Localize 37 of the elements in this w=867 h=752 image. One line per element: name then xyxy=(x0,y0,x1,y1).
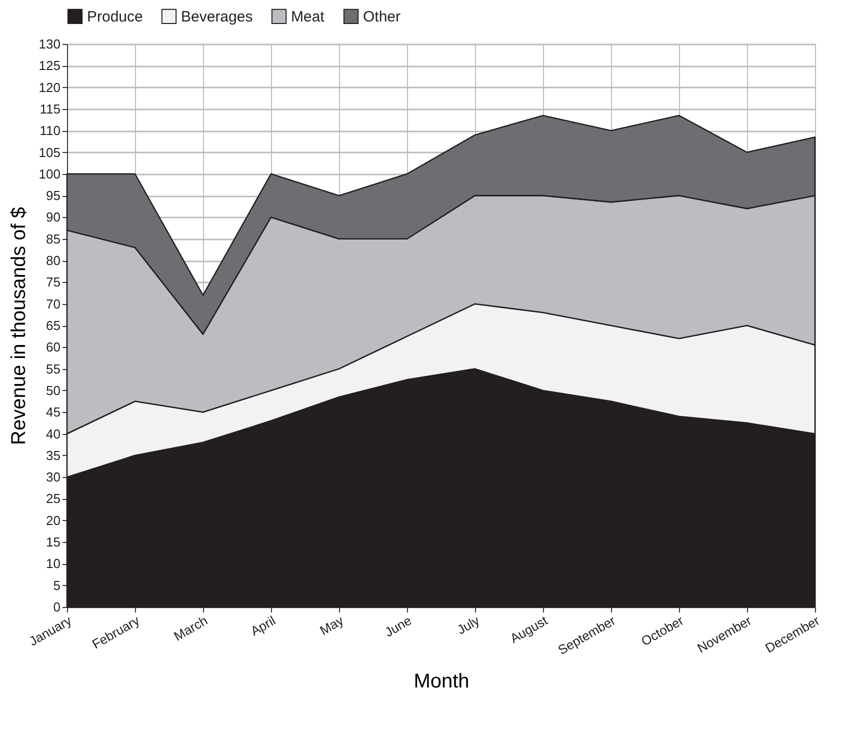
y-tick-label: 75 xyxy=(46,274,60,290)
y-tick-label: 40 xyxy=(46,426,60,442)
y-tick-label: 105 xyxy=(38,144,60,160)
y-tick-label: 20 xyxy=(46,512,60,528)
y-tick-label: 100 xyxy=(38,166,60,182)
x-tick-label: May xyxy=(317,612,346,638)
y-tick-label: 55 xyxy=(46,361,60,376)
y-tick-label: 10 xyxy=(46,556,60,572)
y-tick-label: 95 xyxy=(46,188,60,204)
y-tick-label: 25 xyxy=(46,491,60,506)
y-tick-label: 110 xyxy=(40,123,60,138)
y-tick-label: 115 xyxy=(40,101,60,116)
legend-label: Beverages xyxy=(181,8,253,26)
y-tick-label: 35 xyxy=(46,448,60,463)
legend-label: Other xyxy=(363,8,401,26)
x-tick-label: June xyxy=(382,612,414,640)
legend-label: Meat xyxy=(291,8,326,26)
y-tick-label: 85 xyxy=(46,231,60,246)
y-tick-label: 65 xyxy=(46,318,60,333)
y-tick-label: 45 xyxy=(46,404,60,420)
y-tick-label: 90 xyxy=(46,210,60,225)
y-tick-label: 15 xyxy=(46,534,60,550)
y-tick-label: 70 xyxy=(46,296,60,312)
y-tick-label: 120 xyxy=(38,80,60,95)
y-tick-label: 125 xyxy=(38,58,60,74)
y-tick-label: 0 xyxy=(53,600,60,614)
x-tick-label: July xyxy=(454,612,482,638)
y-tick-label: 5 xyxy=(53,578,60,593)
y-tick-label: 80 xyxy=(46,253,60,268)
legend-label: Produce xyxy=(87,8,143,26)
y-tick-label: 50 xyxy=(46,382,60,398)
y-tick-label: 30 xyxy=(46,470,60,485)
y-tick-label: 130 xyxy=(38,36,60,52)
x-axis-title: Month xyxy=(414,670,470,693)
y-tick-label: 60 xyxy=(46,340,60,355)
x-tick-label: April xyxy=(248,612,278,639)
y-axis-title: Revenue in thousands of $ xyxy=(8,207,30,445)
